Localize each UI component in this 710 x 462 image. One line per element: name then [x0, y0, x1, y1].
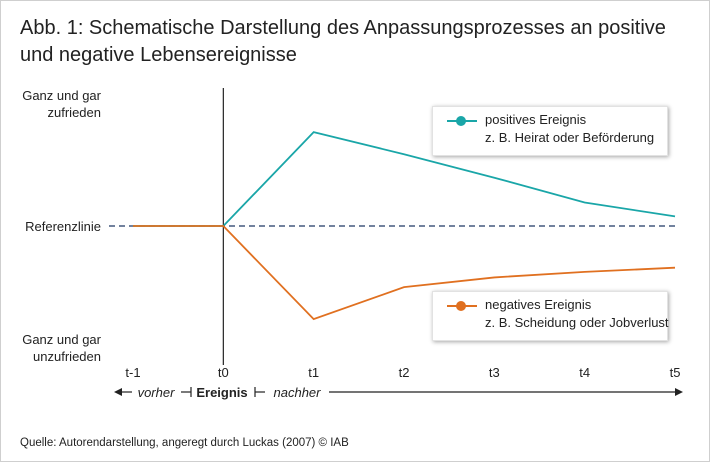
legend-positive-name: positives Ereignis — [485, 112, 587, 127]
chart-plot: t-1 t0 t1 t2 t3 t4 t5 vorher Ereignis nachher — [109, 88, 683, 400]
y-label-top: Ganz und gar zufrieden — [1, 87, 101, 121]
legend-positive-text: positives Ereignis z. B. Heirat oder Bef… — [485, 111, 654, 147]
y-label-bottom-line1: Ganz und gar — [22, 332, 101, 347]
series-line-negative — [133, 225, 676, 321]
y-label-bottom-line2: unzufrieden — [33, 349, 101, 364]
timeline-left-arrow-icon — [114, 388, 122, 396]
y-label-bottom: Ganz und gar unzufrieden — [1, 331, 101, 365]
timeline-axis: vorher Ereignis nachher — [114, 385, 683, 400]
legend-positive-marker-icon — [447, 116, 477, 126]
x-axis-ticks: t-1 t0 t1 t2 t3 t4 t5 — [125, 365, 680, 380]
chart-title: Abb. 1: Schematische Darstellung des Anp… — [20, 17, 666, 66]
legend-negative-marker-icon — [447, 301, 477, 311]
x-tick-label: t0 — [218, 365, 229, 380]
y-label-reference: Referenzlinie — [25, 219, 101, 234]
x-tick-label: t1 — [308, 365, 319, 380]
legend-negative: negatives Ereignis z. B. Scheidung oder … — [432, 291, 669, 341]
timeline-label-after: nachher — [274, 385, 322, 400]
legend-negative-name: negatives Ereignis — [485, 297, 592, 312]
x-tick-label: t-1 — [125, 365, 140, 380]
legend-positive: positives Ereignis z. B. Heirat oder Bef… — [432, 106, 668, 156]
timeline-right-arrow-icon — [675, 388, 683, 396]
x-tick-label: t4 — [579, 365, 590, 380]
timeline-label-event: Ereignis — [196, 385, 247, 400]
legend-negative-text: negatives Ereignis z. B. Scheidung oder … — [485, 296, 669, 332]
x-tick-label: t2 — [399, 365, 410, 380]
x-tick-label: t5 — [670, 365, 681, 380]
timeline-label-before: vorher — [138, 385, 176, 400]
x-tick-label: t3 — [489, 365, 500, 380]
legend-negative-description: z. B. Scheidung oder Jobverlust — [485, 315, 669, 330]
y-label-top-line1: Ganz und gar — [22, 88, 101, 103]
legend-positive-description: z. B. Heirat oder Beförderung — [485, 130, 655, 145]
source-note: Quelle: Autorendarstellung, angeregt dur… — [20, 437, 349, 449]
y-label-top-line2: zufrieden — [47, 105, 101, 120]
